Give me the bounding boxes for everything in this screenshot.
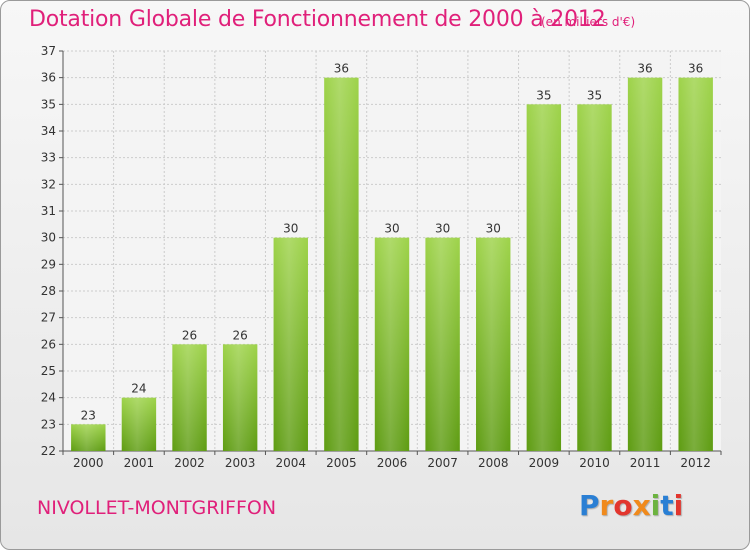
data-label: 30 <box>283 222 298 236</box>
bar-layer <box>71 77 713 452</box>
data-label: 36 <box>637 62 652 76</box>
bar-highlight <box>222 344 258 451</box>
data-label: 30 <box>384 222 399 236</box>
data-label: 26 <box>182 328 197 342</box>
chart-subtitle: (en milliers d'€) <box>541 15 636 29</box>
chart-title: Dotation Globale de Fonctionnement de 20… <box>29 7 606 32</box>
x-tick-label: 2012 <box>680 456 711 470</box>
y-tick-label: 25 <box>41 364 56 378</box>
y-tick-label: 27 <box>41 311 56 325</box>
bar-highlight <box>577 104 612 451</box>
logo-letter: i <box>673 489 684 522</box>
data-label: 23 <box>81 408 96 422</box>
y-tick-label: 35 <box>41 97 56 111</box>
logo-letter: i <box>650 489 661 522</box>
x-tick-label: 2006 <box>377 456 408 470</box>
logo-letter: r <box>599 489 614 522</box>
y-tick-label: 37 <box>41 44 56 58</box>
logo-letter: t <box>660 489 674 522</box>
y-tick-label: 36 <box>41 71 56 85</box>
y-tick-label: 26 <box>41 337 56 351</box>
bar-highlight <box>172 344 207 451</box>
y-tick-label: 33 <box>41 151 56 165</box>
logo-letter: x <box>632 489 651 522</box>
data-label: 35 <box>587 88 602 102</box>
bar-highlight <box>324 77 359 452</box>
data-label: 30 <box>435 222 450 236</box>
y-tick-label: 30 <box>41 231 56 245</box>
bar-highlight <box>273 237 308 451</box>
y-tick-label: 31 <box>41 204 56 218</box>
y-tick-label: 22 <box>41 444 56 458</box>
proxiti-logo[interactable]: Proxiti <box>579 489 683 522</box>
x-tick-label: 2002 <box>174 456 205 470</box>
data-label: 30 <box>486 222 501 236</box>
y-tick-label: 23 <box>41 417 56 431</box>
logo-letter: o <box>613 489 633 522</box>
x-tick-label: 2001 <box>124 456 155 470</box>
bar-highlight <box>678 77 713 452</box>
y-tick-label: 28 <box>41 284 56 298</box>
bar-highlight <box>476 237 511 451</box>
x-tick-label: 2009 <box>529 456 560 470</box>
data-label: 36 <box>334 62 349 76</box>
x-tick-label: 2011 <box>630 456 661 470</box>
data-label: 26 <box>233 328 248 342</box>
x-tick-label: 2005 <box>326 456 357 470</box>
data-label: 24 <box>131 382 146 396</box>
commune-name: NIVOLLET-MONTGRIFFON <box>37 497 277 519</box>
label-layer: 23 2000 24 2001 26 2002 26 2003 30 2004 36 2005 30 20… <box>73 62 711 470</box>
x-tick-label: 2007 <box>427 456 458 470</box>
y-tick-label: 32 <box>41 177 56 191</box>
y-tick-label: 24 <box>41 391 56 405</box>
y-tick-label: 34 <box>41 124 56 138</box>
data-label: 36 <box>688 62 703 76</box>
bar-highlight <box>526 104 562 451</box>
logo-letter: P <box>579 489 600 522</box>
bar-highlight <box>121 397 157 451</box>
x-tick-label: 2003 <box>225 456 256 470</box>
bar-highlight <box>374 237 410 451</box>
bar-highlight <box>71 424 106 451</box>
bar-highlight <box>425 237 460 451</box>
x-tick-label: 2004 <box>275 456 306 470</box>
data-label: 35 <box>536 88 551 102</box>
x-tick-label: 2010 <box>579 456 610 470</box>
x-tick-label: 2008 <box>478 456 509 470</box>
bar-highlight <box>627 77 663 452</box>
x-tick-label: 2000 <box>73 456 104 470</box>
y-tick-label: 29 <box>41 257 56 271</box>
